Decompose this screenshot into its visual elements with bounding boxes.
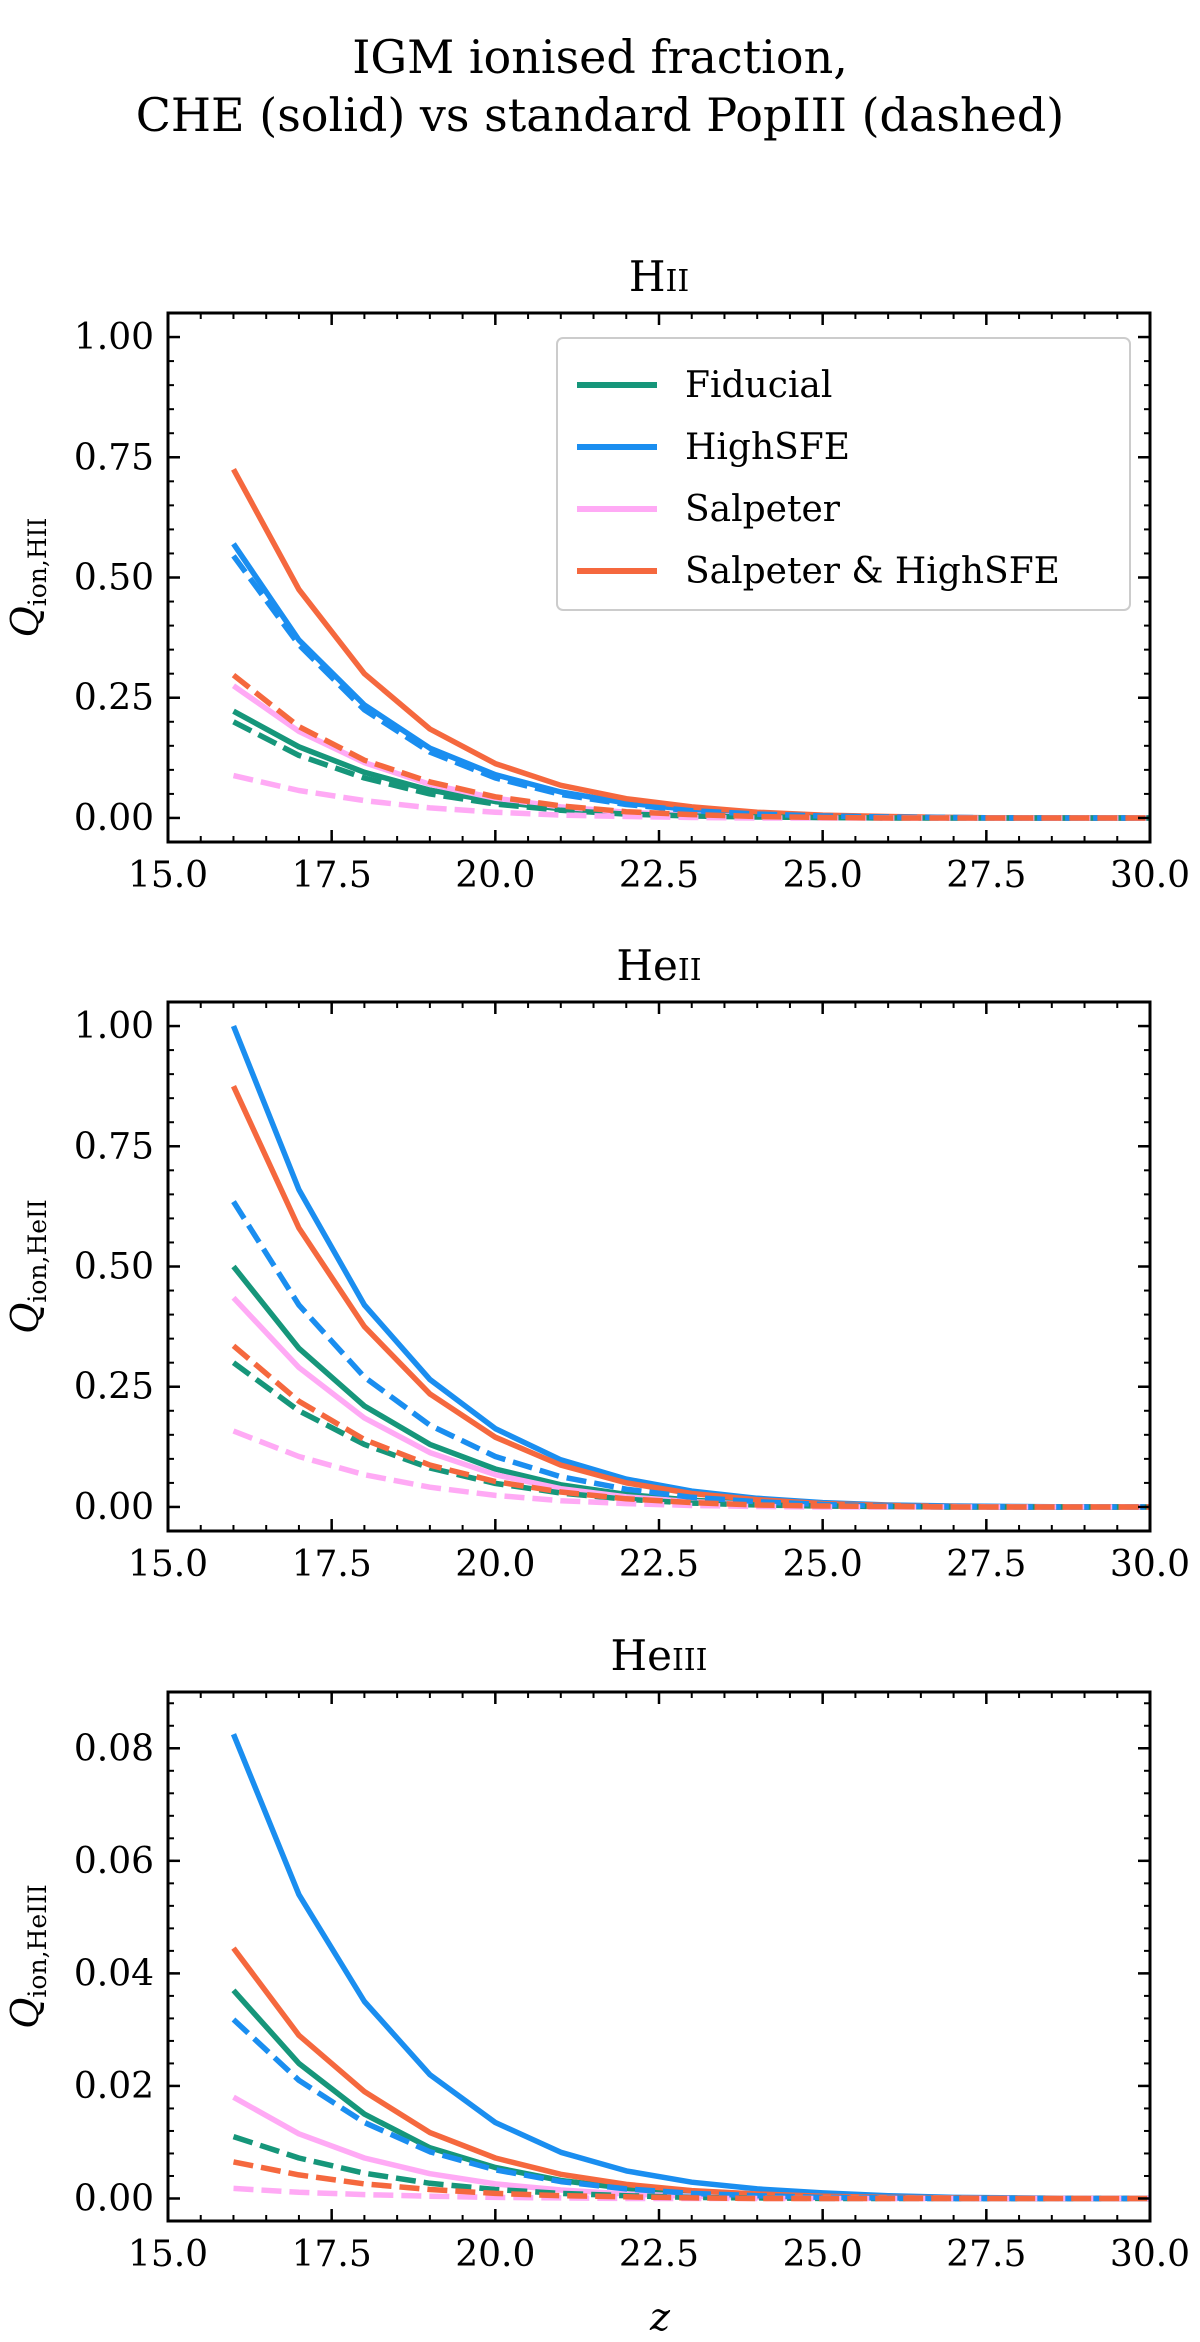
y-tick-label: 0.00: [74, 1487, 154, 1528]
x-tick-label: 22.5: [619, 1544, 699, 1585]
legend-label-salpeter: Salpeter: [685, 489, 841, 530]
series-line-salpeter-solid: [231, 683, 1150, 821]
x-tick-label: 22.5: [619, 2234, 699, 2275]
x-tick-label: 27.5: [946, 855, 1026, 896]
y-tick-label: 0.75: [74, 1126, 154, 1167]
legend-label-highsfe: HighSFE: [685, 427, 850, 468]
y-tick-label: 0.06: [74, 1841, 154, 1882]
y-tick-label: 0.02: [74, 2066, 154, 2107]
y-axis-label: Qion,HeII: [3, 1199, 52, 1334]
series-line-highsfe-solid: [230, 1024, 1150, 1510]
panel-heiii: HeIII Qion,HeIII 15.0 17.5 20.0 22.5 25.0 27.5 3…: [3, 1631, 1190, 2275]
x-tick-label: 17.5: [292, 2234, 372, 2275]
x-tick-label: 20.0: [455, 2234, 535, 2275]
y-tick-label: 0.75: [74, 437, 154, 478]
x-tick-label: 15.0: [128, 2234, 208, 2275]
axes-frame: [166, 1690, 1152, 2223]
x-tick-label: 30.0: [1110, 1544, 1190, 1585]
axes-frame: [166, 311, 1152, 844]
x-tick-label: 25.0: [783, 1544, 863, 1585]
panel-hii: HII Qion,HII 15.0 17.5 20.0 22.5 25.0 27.5 30.0 0…: [3, 252, 1190, 896]
series-line-salpeter-highsfe-dashed: [232, 2159, 1150, 2202]
x-tick-label: 27.5: [946, 1544, 1026, 1585]
panel-title: HeIII: [610, 1631, 707, 1680]
y-tick-label: 1.00: [74, 1006, 154, 1047]
legend-label-fiducial: Fiducial: [685, 365, 832, 406]
x-tick-label: 27.5: [946, 2234, 1026, 2275]
x-tick-label: 30.0: [1110, 855, 1190, 896]
legend-label-salpeter-highsfe: Salpeter & HighSFE: [685, 551, 1060, 592]
x-tick-label: 20.0: [455, 1544, 535, 1585]
x-tick-label: 17.5: [292, 855, 372, 896]
series-group: [230, 1733, 1150, 2202]
x-tick-label: 17.5: [292, 1544, 372, 1585]
series-line-salpeter-highsfe-dashed: [231, 1343, 1150, 1510]
x-tick-label: 25.0: [783, 2234, 863, 2275]
y-tick-label: 0.00: [74, 798, 154, 839]
figure-title-line-1: IGM ionised fraction,: [352, 30, 848, 84]
y-tick-label: 0.04: [74, 1953, 154, 1994]
series-group: [231, 467, 1150, 821]
y-tick-label: 0.50: [74, 558, 154, 599]
y-tick-label: 0.25: [74, 1367, 154, 1408]
panel-title: HII: [629, 252, 689, 301]
series-line-salpeter-highsfe-dashed: [231, 672, 1150, 821]
axes-frame: [166, 1000, 1152, 1533]
x-tick-label: 15.0: [128, 1544, 208, 1585]
x-tick-label: 22.5: [619, 855, 699, 896]
y-tick-label: 0.08: [74, 1728, 154, 1769]
series-line-highsfe-solid: [230, 1733, 1150, 2202]
y-tick-label: 0.25: [74, 678, 154, 719]
legend: Fiducial HighSFE Salpeter Salpeter & HighSF…: [556, 337, 1131, 611]
y-tick-label: 0.50: [74, 1247, 154, 1288]
panel-heii: HeII Qion,HeII 15.0 17.5 20.0 22.5 25.0 27.5 30.…: [3, 941, 1190, 1585]
x-tick-label: 20.0: [455, 855, 535, 896]
series-line-highsfe-dashed: [231, 1200, 1150, 1510]
y-axis-label: Qion,HeIII: [3, 1884, 52, 2028]
y-axis-label: Qion,HII: [3, 518, 52, 638]
figure-title-line-2: CHE (solid) vs standard PopIII (dashed): [135, 88, 1065, 142]
series-line-fiducial-solid: [231, 1264, 1150, 1510]
legend-frame: [556, 337, 1131, 611]
series-line-highsfe-dashed: [231, 2017, 1150, 2202]
x-axis-label: z: [649, 2295, 671, 2339]
x-tick-label: 15.0: [128, 855, 208, 896]
series-group: [230, 1024, 1150, 1510]
x-tick-label: 25.0: [783, 855, 863, 896]
y-tick-label: 0.00: [74, 2178, 154, 2219]
panel-title: HeII: [616, 941, 701, 990]
y-tick-label: 1.00: [74, 317, 154, 358]
x-tick-label: 30.0: [1110, 2234, 1190, 2275]
